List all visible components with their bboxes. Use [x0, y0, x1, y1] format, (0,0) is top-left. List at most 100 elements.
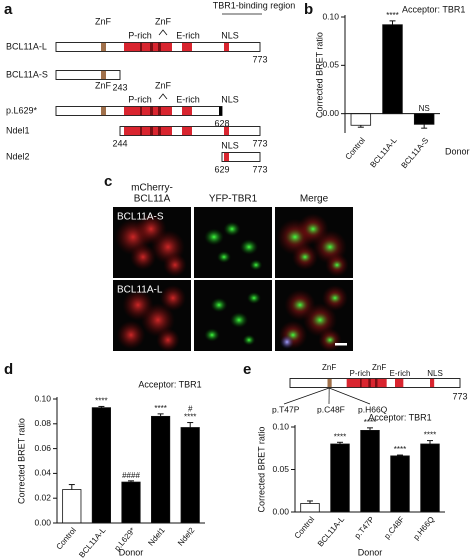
y-tick-label: 0.10: [272, 421, 289, 431]
construct-name: Ndel1: [6, 125, 30, 135]
domain: [360, 378, 362, 388]
protein-bar: [55, 70, 121, 80]
residue: 628: [214, 118, 229, 128]
x-tick-label: p.T47P: [353, 515, 376, 541]
domain-label: E-rich: [176, 30, 200, 40]
domain: [140, 42, 142, 52]
nucleus: [217, 251, 231, 263]
y-tick-label: 0.06: [34, 443, 51, 453]
truncation: [219, 106, 222, 116]
bar: [151, 415, 171, 524]
nucleus: [247, 292, 261, 304]
domain: [158, 106, 161, 116]
nucleus: [330, 259, 344, 271]
domain: [395, 378, 404, 388]
scale-bar: [335, 343, 347, 346]
protein-outline: [289, 378, 461, 388]
domain: [158, 42, 161, 52]
bar: [360, 429, 380, 513]
nucleus: [298, 251, 312, 263]
y-tick-label: 0.10: [34, 393, 51, 403]
nucleus: [280, 335, 294, 349]
domain: [101, 42, 106, 52]
residue: 773: [452, 391, 467, 401]
mutation: p.H66Q: [358, 404, 388, 414]
chart-title: Acceptor: TBR1: [368, 412, 431, 422]
x-tick-label: BCL11A-L: [368, 135, 399, 169]
row-label: BCL11A-S: [117, 212, 164, 223]
mutation-line: [283, 387, 330, 405]
domain: [124, 42, 172, 52]
x-axis-label: Donor: [119, 547, 144, 557]
nucleus: [249, 259, 263, 271]
x-tick-label: Ndel2: [176, 525, 197, 547]
domain: [140, 126, 142, 136]
mutation-line: [329, 387, 371, 405]
construct-name: Ndel2: [6, 151, 30, 161]
nucleus: [210, 297, 228, 313]
x-tick-label: Control: [344, 136, 368, 162]
y-tick-label: 0.08: [34, 418, 51, 428]
protein-outline: [119, 126, 261, 136]
domain-label: P-rich: [350, 369, 371, 378]
domain: [150, 126, 153, 136]
significance: ****: [154, 404, 166, 413]
bar: [300, 503, 320, 513]
residue: 773: [252, 54, 267, 64]
domain-label: E-rich: [390, 369, 411, 378]
domain-label: ZnF: [155, 16, 172, 26]
domain-label: P-rich: [128, 30, 152, 40]
significance: ####: [122, 471, 140, 480]
x-tick-label: BCL11A-S: [400, 136, 431, 170]
domain: [327, 378, 332, 388]
residue: 244: [112, 138, 127, 148]
domain: [101, 106, 106, 116]
domain-label: NLS: [221, 30, 239, 40]
bar: [420, 443, 440, 513]
domain: [150, 42, 153, 52]
x-tick-label: Control: [54, 526, 78, 552]
x-axis-label: Donor: [358, 547, 383, 557]
caret: [158, 93, 168, 100]
domain-label: NLS: [427, 369, 443, 378]
panel-label: d: [4, 361, 13, 378]
caret: [158, 29, 168, 36]
bar: [91, 407, 111, 524]
significance: ****: [334, 432, 346, 441]
domain-label: ZnF: [95, 16, 112, 26]
nucleus: [239, 239, 259, 255]
nucleus: [204, 328, 220, 342]
bar: [413, 113, 435, 125]
construct-name: BCL11A-L: [6, 41, 47, 51]
domain-label: NLS: [221, 140, 239, 150]
y-tick-label: 0.04: [34, 468, 51, 478]
bar: [390, 455, 410, 513]
significance: NS: [419, 104, 430, 113]
significance: ****: [364, 418, 376, 427]
cell: [163, 253, 187, 277]
x-tick-label: Control: [293, 515, 317, 541]
significance: ****: [394, 445, 406, 454]
significance: ****: [95, 397, 107, 406]
panel-label: c: [104, 173, 112, 190]
nucleus: [323, 334, 337, 346]
nucleus: [229, 312, 249, 328]
domain-label: E-rich: [176, 94, 200, 104]
domain: [182, 126, 192, 136]
column-header: YFP-TBR1: [209, 194, 258, 205]
protein-outline: [55, 42, 261, 52]
panel-label: a: [4, 1, 13, 18]
residue: 629: [214, 164, 229, 174]
significance: #: [188, 405, 193, 414]
nucleus: [320, 239, 340, 255]
protein-outline: [221, 152, 261, 162]
y-axis-label: Corrected BRET ratio: [256, 427, 266, 513]
bar: [330, 443, 350, 513]
domain: [375, 378, 378, 388]
bar: [350, 113, 372, 126]
chart-title: Acceptor: TBR1: [138, 379, 201, 389]
protein-outline: [55, 70, 121, 80]
domain: [224, 152, 229, 162]
domain: [182, 106, 192, 116]
